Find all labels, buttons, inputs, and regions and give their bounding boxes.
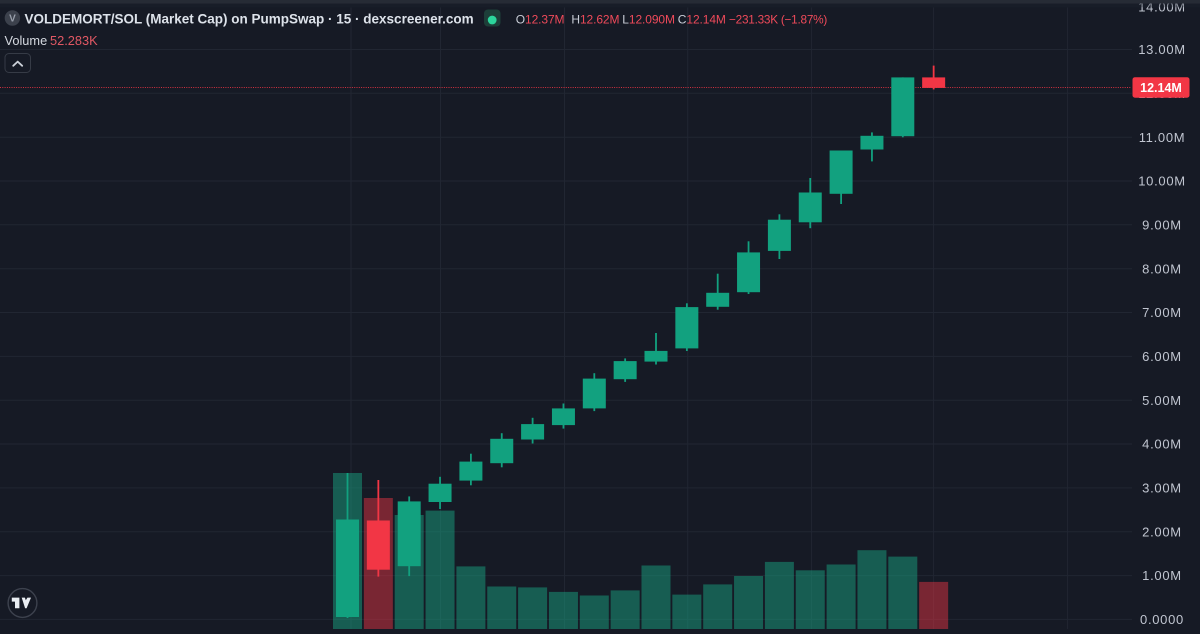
svg-text:10.00M: 10.00M — [1138, 174, 1186, 189]
svg-text:Volume: Volume — [5, 33, 48, 48]
svg-text:C12.14M: C12.14M — [678, 13, 726, 27]
svg-text:13.00M: 13.00M — [1138, 42, 1186, 57]
svg-text:7.00M: 7.00M — [1142, 305, 1182, 320]
svg-text:O12.37M: O12.37M — [516, 13, 565, 27]
svg-text:H12.62M: H12.62M — [571, 13, 619, 27]
svg-text:3.00M: 3.00M — [1142, 481, 1182, 496]
svg-text:2.00M: 2.00M — [1142, 524, 1182, 539]
svg-text:−231.33K (−1.87%): −231.33K (−1.87%) — [729, 13, 827, 27]
svg-text:V: V — [9, 14, 16, 25]
svg-text:L12.090M: L12.090M — [622, 13, 675, 27]
svg-text:12.14M: 12.14M — [1140, 81, 1182, 95]
svg-text:52.283K: 52.283K — [50, 33, 98, 48]
svg-text:8.00M: 8.00M — [1142, 261, 1182, 276]
svg-text:VOLDEMORT/SOL (Market Cap) on: VOLDEMORT/SOL (Market Cap) on PumpSwap ·… — [25, 12, 474, 27]
svg-text:6.00M: 6.00M — [1142, 349, 1182, 364]
svg-text:0.0000: 0.0000 — [1140, 612, 1184, 627]
svg-text:4.00M: 4.00M — [1142, 437, 1182, 452]
svg-text:9.00M: 9.00M — [1142, 217, 1182, 232]
svg-text:1.00M: 1.00M — [1142, 568, 1182, 583]
svg-text:11.00M: 11.00M — [1139, 130, 1186, 145]
svg-text:5.00M: 5.00M — [1142, 393, 1182, 408]
